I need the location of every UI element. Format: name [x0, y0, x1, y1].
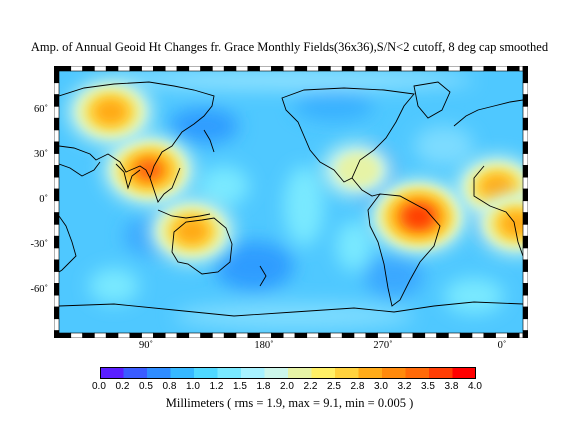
colorbar-swatch — [264, 367, 289, 379]
lon-label-180: 180˚ — [254, 340, 274, 351]
hotspot-contour — [483, 176, 512, 199]
colorbar-tick-label: 3.2 — [397, 381, 412, 392]
coast-eurasia — [59, 81, 215, 180]
colorbar-tick-label: 4.0 — [468, 381, 482, 392]
colorbar-swatch — [335, 367, 359, 379]
colorbar-swatch — [382, 367, 406, 379]
coast-north-america — [281, 87, 415, 183]
lon-label-90: 90˚ — [139, 340, 153, 351]
lon-label-0: 0˚ — [497, 340, 507, 351]
coast-central-america — [351, 177, 381, 197]
hotspot-6 — [322, 142, 394, 198]
hotspot-contour — [136, 159, 163, 180]
colorbar-tick-label: 2.2 — [303, 381, 318, 392]
colorbar-tick-label: 0.0 — [92, 381, 106, 392]
coast-indonesia — [157, 209, 211, 219]
colorbar-tick-label: 1.2 — [209, 381, 224, 392]
colorbar-swatch — [429, 367, 453, 379]
colorbar-swatch — [311, 367, 336, 379]
colorbar-swatch — [194, 367, 218, 379]
hotspot-contour — [95, 100, 126, 124]
coastlines — [59, 81, 523, 317]
geoid-map — [54, 66, 528, 338]
coast-new-zealand — [259, 265, 267, 287]
colorbar-tick-label: 0.8 — [162, 381, 177, 392]
colorbar-tick-label: 0.5 — [139, 381, 153, 392]
coast-australia — [171, 217, 233, 275]
colorbar-tick-label: 1.5 — [233, 381, 247, 392]
lat-label-0: 0˚ — [39, 194, 48, 205]
colorbar-tick-label: 1.8 — [256, 381, 271, 392]
colorbar — [100, 366, 477, 379]
amplitude-field — [59, 71, 523, 333]
hotspot-contour — [336, 153, 380, 187]
hotspot-1 — [103, 134, 195, 205]
lon-label-270: 270˚ — [373, 340, 393, 351]
map-frame-border — [54, 66, 528, 338]
colorbar-swatch — [100, 367, 124, 379]
lat-label-minus60: -60˚ — [30, 284, 49, 295]
hotspot-contour — [406, 207, 431, 226]
colorbar-swatch — [217, 367, 242, 379]
coast-japan — [203, 129, 215, 153]
colorbar-swatch — [170, 367, 195, 379]
colorbar-tick-label: 0.2 — [115, 381, 130, 392]
colorbar-tick-label: 3.0 — [374, 381, 388, 392]
colorbar-swatch — [123, 367, 148, 379]
lat-label-60: 60˚ — [34, 104, 48, 115]
colorbar-tick-label: 2.8 — [350, 381, 365, 392]
colorbar-caption: Millimeters ( rms = 1.9, max = 9.1, min … — [165, 396, 414, 410]
hotspot-3 — [68, 79, 153, 145]
hotspot-0 — [370, 179, 467, 254]
colorbar-tick-label: 3.8 — [444, 381, 459, 392]
colorbar-swatch — [358, 367, 383, 379]
coast-india — [115, 163, 141, 190]
lat-label-minus30: -30˚ — [30, 239, 49, 250]
coast-west-africa — [473, 165, 523, 257]
colorbar-swatch — [288, 367, 312, 379]
colorbar-tick-label: 3.5 — [421, 381, 435, 392]
coast-southeast-asia — [149, 167, 181, 203]
hotspot-contour — [502, 212, 523, 235]
coast-greenland — [413, 81, 451, 119]
coast-south-america — [367, 193, 441, 307]
colorbar-tick-label: 1.0 — [186, 381, 200, 392]
coast-africa-east — [59, 215, 77, 273]
colorbar-tick-label: 2.0 — [280, 381, 294, 392]
lat-label-30: 30˚ — [34, 149, 48, 160]
hotspot-2 — [149, 198, 234, 264]
coast-arabia — [59, 161, 101, 177]
coast-europe — [453, 99, 523, 127]
colorbar-swatch — [241, 367, 265, 379]
colorbar-tick-label: 2.5 — [327, 381, 341, 392]
colorbar-swatch — [405, 367, 430, 379]
hotspot-5 — [475, 192, 523, 256]
colorbar-swatch — [452, 367, 477, 379]
colorbar-swatch — [147, 367, 171, 379]
map-title: Amp. of Annual Geoid Ht Changes fr. Grac… — [30, 40, 549, 54]
coast-antarctica — [59, 301, 523, 317]
hotspot-contour — [177, 219, 207, 243]
